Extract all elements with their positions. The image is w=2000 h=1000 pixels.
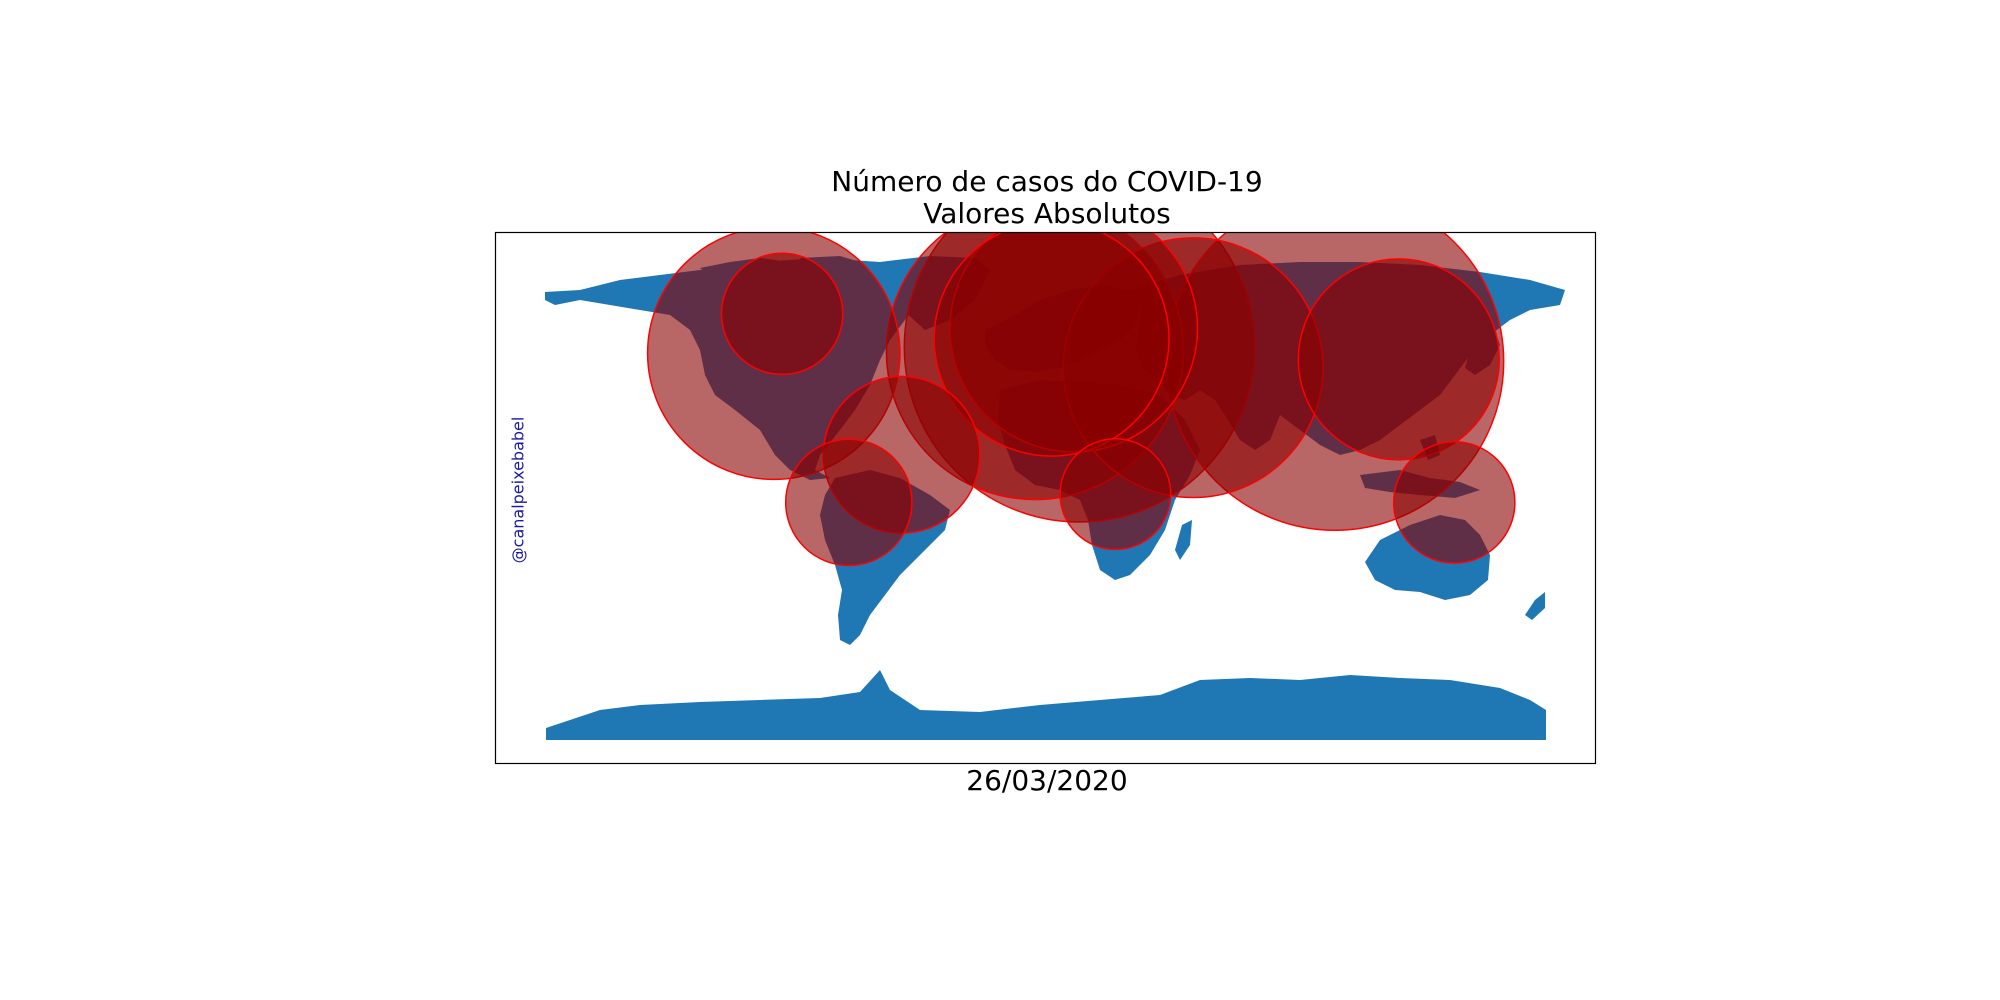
case-bubble-12 (1059, 438, 1172, 551)
map-frame (494, 231, 1597, 765)
case-bubble-6 (933, 232, 1170, 457)
case-bubble-10 (720, 252, 844, 376)
new-zealand-landmass (1525, 592, 1545, 620)
date-label: 26/03/2020 (966, 764, 1128, 797)
credit-label: @canalpeixebabel (508, 416, 528, 564)
case-bubble-9 (784, 438, 913, 567)
map-subtitle: Valores Absolutos (923, 197, 1171, 230)
case-bubble-11 (1392, 441, 1516, 564)
madagascar-landmass (1175, 520, 1192, 560)
map-title: Número de casos do COVID-19 (831, 165, 1263, 198)
antarctica-landmass (546, 670, 1546, 740)
case-bubble-7 (1297, 258, 1501, 461)
